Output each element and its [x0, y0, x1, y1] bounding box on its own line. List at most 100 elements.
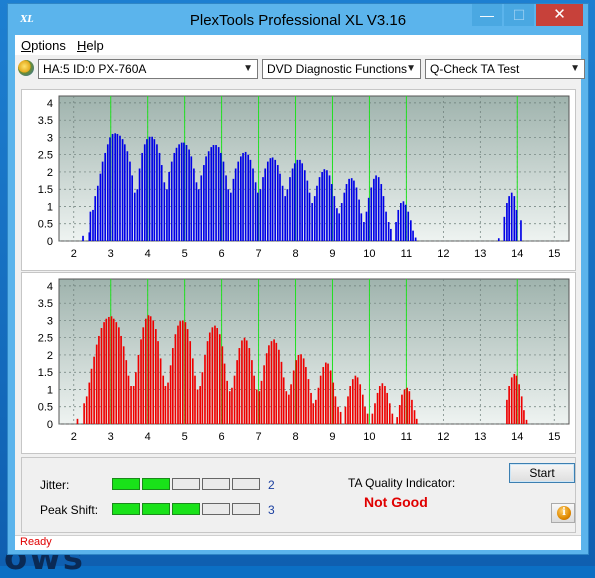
bar: [271, 157, 274, 241]
bar: [321, 171, 323, 241]
menu-options[interactable]: Options: [21, 38, 66, 53]
bar: [151, 136, 153, 241]
bar: [525, 419, 528, 424]
bar: [397, 209, 400, 241]
bar: [105, 318, 108, 424]
bar: [126, 151, 129, 241]
bar: [313, 196, 316, 241]
bar: [312, 403, 315, 424]
bar: [234, 168, 237, 241]
x-tick-label: 2: [71, 248, 77, 260]
bar: [284, 196, 287, 241]
chart-panel-bottom: 0 0.5 1 1.5 2 2.5 3 3.5 4 2 3 4 5 6 7 8 9 10 11 12 13 14 15: [21, 272, 576, 454]
bar: [108, 316, 110, 424]
bar: [302, 358, 305, 424]
bar: [387, 222, 390, 241]
bar: [279, 173, 281, 241]
title-bar[interactable]: XL PlexTools Professional XL V3.16 — ☐ ✕: [8, 4, 588, 36]
bar: [363, 222, 365, 241]
bar: [169, 365, 172, 424]
bar: [385, 211, 387, 241]
bar: [238, 348, 241, 424]
x-tick-label: 10: [363, 248, 375, 260]
bar: [114, 133, 117, 241]
x-tick-label: 2: [71, 431, 77, 443]
bar: [122, 346, 125, 424]
bar: [506, 203, 508, 241]
bar: [98, 335, 100, 424]
bar: [308, 192, 311, 241]
bar: [83, 403, 85, 424]
bar: [413, 410, 416, 424]
bar: [243, 337, 246, 424]
bar: [317, 387, 320, 424]
bar: [164, 386, 167, 424]
bar: [212, 145, 215, 241]
bar: [216, 328, 219, 424]
y-tick-label: 4: [47, 98, 53, 110]
jitter-meter-segment: [202, 478, 230, 490]
status-text: Ready: [20, 536, 52, 548]
bar: [199, 386, 202, 424]
x-tick-label: 11: [401, 248, 412, 260]
y-tick-label: 2: [47, 167, 53, 179]
bar: [311, 203, 313, 241]
bar: [349, 386, 352, 424]
bar: [315, 399, 317, 424]
bar: [396, 417, 398, 424]
toolbar: HA:5 ID:0 PX-760A ▼ DVD Diagnostic Funct…: [15, 55, 585, 83]
jitter-meter-segment: [112, 478, 140, 490]
menu-help[interactable]: Help: [77, 38, 104, 53]
bar: [510, 377, 513, 424]
y-tick-label: 0.5: [38, 219, 53, 231]
bar: [142, 327, 145, 424]
close-button[interactable]: ✕: [536, 4, 583, 26]
function-select[interactable]: DVD Diagnostic Functions ▼: [262, 59, 421, 79]
bar: [412, 230, 414, 241]
bar: [245, 340, 248, 424]
bar: [411, 399, 413, 424]
app-icon: XL: [20, 15, 34, 25]
bar: [133, 192, 136, 241]
bar: [115, 322, 118, 424]
bar: [232, 178, 235, 241]
bar: [350, 178, 353, 241]
x-tick-label: 9: [329, 248, 335, 260]
bar: [334, 396, 337, 424]
bar: [367, 197, 370, 241]
bar: [194, 375, 196, 424]
drive-select[interactable]: HA:5 ID:0 PX-760A ▼: [38, 59, 258, 79]
bar: [93, 356, 95, 424]
x-tick-label: 5: [182, 431, 188, 443]
bar: [145, 318, 147, 424]
bar: [125, 360, 128, 424]
bar: [174, 334, 177, 424]
bar: [306, 180, 309, 241]
info-button[interactable]: i: [551, 503, 575, 523]
chart-top: 0 0.5 1 1.5 2 2.5 3 3.5 4 2 3 4 5 6 7 8 9 10 11 12 13 14 15: [38, 95, 570, 260]
bar: [253, 375, 255, 424]
bar: [149, 316, 152, 424]
minimize-button[interactable]: —: [472, 4, 502, 26]
bar: [94, 196, 97, 241]
bar: [360, 213, 363, 241]
maximize-button[interactable]: ☐: [504, 4, 534, 26]
bar: [388, 403, 391, 424]
bar: [503, 216, 506, 241]
test-select[interactable]: Q-Check TA Test ▼: [425, 59, 585, 79]
bar: [218, 334, 221, 424]
bar: [152, 320, 155, 424]
bar: [281, 185, 284, 241]
bar: [382, 196, 385, 241]
bar: [90, 368, 93, 424]
start-button[interactable]: Start: [509, 463, 575, 483]
jitter-meter-segment: [232, 478, 260, 490]
bar: [305, 367, 307, 424]
status-bar: Ready: [15, 535, 581, 550]
menu-bar: Options Help: [15, 35, 581, 55]
bar: [237, 161, 240, 241]
bar: [251, 360, 253, 424]
bar: [130, 386, 132, 424]
bar: [264, 168, 267, 241]
y-tick-label: 3: [47, 132, 53, 144]
